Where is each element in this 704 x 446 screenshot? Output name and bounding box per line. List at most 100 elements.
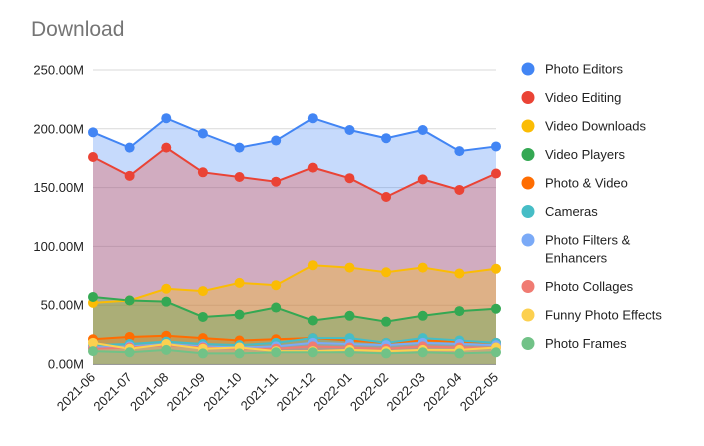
data-point-photo-editors (88, 127, 98, 138)
legend-label: Cameras (545, 204, 598, 219)
data-point-video-players (197, 311, 208, 322)
data-point-video-players (271, 302, 282, 313)
x-tick-label: 2021-11 (238, 370, 282, 414)
data-point-photo-frames (124, 347, 135, 358)
legend-item-photo-editors[interactable]: Photo Editors (521, 62, 624, 77)
x-tick-label: 2021-09 (164, 370, 208, 414)
data-point-photo-editors (197, 128, 208, 139)
x-tick-label: 2022-03 (383, 370, 427, 414)
legend-item-photo-filters-and-enhancers[interactable]: Photo Filters & Enhancers (521, 233, 631, 266)
data-point-video-players (344, 310, 355, 321)
legend-swatch (521, 148, 535, 161)
data-point-video-editing (454, 184, 465, 195)
data-point-photo-editors (344, 124, 355, 135)
legend-label: Video Downloads (545, 119, 646, 134)
data-point-video-downloads (234, 277, 245, 288)
data-point-video-editing (417, 174, 428, 185)
legend-swatch (521, 62, 535, 76)
data-point-video-editing (344, 173, 355, 184)
series-line-video-editing (92, 146, 497, 199)
data-point-photo-editors (124, 142, 135, 153)
data-point-video-editing (197, 167, 208, 178)
legend-swatch (521, 337, 535, 350)
data-point-video-players (307, 315, 318, 326)
data-point-photo-editors (234, 142, 245, 153)
data-point-video-editing (88, 152, 98, 163)
data-point-photo-editors (307, 113, 318, 124)
legend-label: Photo & Video (545, 176, 628, 191)
data-point-video-players (88, 291, 98, 302)
legend-label: Funny Photo Effects (545, 308, 662, 323)
legend-label: Photo Filters & Enhancers (545, 233, 631, 266)
data-point-photo-editors (161, 113, 172, 124)
legend-item-video-downloads[interactable]: Video Downloads (521, 119, 647, 134)
data-point-photo-frames (454, 348, 465, 359)
y-tick-label: 50.00M (41, 298, 84, 313)
x-tick-label: 2021-08 (127, 370, 171, 414)
area-photo-editors (93, 118, 496, 364)
data-point-video-downloads (344, 262, 355, 273)
legend-item-photo-and-video[interactable]: Photo & Video (521, 176, 628, 191)
data-point-photo-editors (417, 124, 428, 135)
legend-swatch (521, 280, 535, 293)
x-tick-label: 2022-01 (310, 370, 354, 414)
y-tick-label: 250.00M (33, 63, 84, 78)
data-point-video-editing (161, 142, 172, 153)
x-tick-label: 2022-02 (347, 370, 391, 414)
point-layer (88, 113, 501, 359)
data-point-video-downloads (271, 280, 282, 291)
legend-label: Video Players (545, 147, 625, 162)
legend-item-video-players[interactable]: Video Players (521, 147, 626, 162)
data-point-video-editing (307, 162, 318, 173)
data-point-photo-editors (491, 141, 501, 152)
x-tick-label: 2021-10 (200, 370, 244, 414)
data-point-video-players (491, 303, 501, 314)
legend-item-funny-photo-effects[interactable]: Funny Photo Effects (521, 308, 663, 323)
data-point-video-editing (271, 176, 282, 187)
series-line-funny-photo-effects (92, 341, 497, 353)
series-line-cameras (92, 337, 497, 347)
data-point-photo-editors (381, 133, 392, 144)
data-point-video-downloads (417, 262, 428, 273)
data-point-photo-and-video (124, 331, 135, 342)
data-point-photo-frames (491, 347, 501, 358)
legend: Photo Editors Video Editing Video Download… (521, 62, 663, 351)
legend-item-photo-frames[interactable]: Photo Frames (521, 336, 628, 351)
data-point-video-downloads (454, 268, 465, 279)
y-tick-label: 0.00M (48, 357, 84, 372)
data-point-video-editing (234, 172, 245, 183)
area-video-editing (93, 147, 496, 364)
legend-label: Photo Collages (545, 279, 634, 294)
x-tick-label: 2021-12 (274, 370, 318, 414)
x-tick-label: 2021-07 (90, 370, 134, 414)
area-layer (93, 118, 496, 364)
legend-swatch (521, 233, 535, 247)
data-point-photo-frames (197, 348, 208, 359)
series-line-photo-and-video (92, 334, 497, 344)
legend-swatch (521, 91, 535, 104)
series-line-video-downloads (92, 264, 497, 304)
data-point-photo-frames (344, 347, 355, 358)
legend-swatch (521, 119, 535, 133)
series-line-photo-frames (92, 348, 497, 355)
legend-item-photo-collages[interactable]: Photo Collages (521, 279, 634, 294)
data-point-video-players (454, 306, 465, 317)
legend-item-cameras[interactable]: Cameras (521, 204, 599, 219)
data-point-funny-photo-effects (88, 337, 98, 348)
data-point-video-downloads (197, 286, 208, 297)
data-point-video-players (124, 295, 135, 306)
data-point-video-downloads (491, 263, 501, 274)
data-point-photo-frames (417, 347, 428, 358)
data-point-photo-editors (454, 146, 465, 157)
series-line-photo-editors (92, 117, 497, 153)
legend-swatch (521, 308, 535, 322)
data-point-photo-frames (381, 348, 392, 359)
data-point-photo-frames (271, 347, 282, 358)
data-point-photo-frames (88, 346, 98, 357)
legend-label: Photo Editors (545, 62, 624, 77)
legend-label: Video Editing (545, 90, 621, 105)
legend-item-video-editing[interactable]: Video Editing (521, 90, 622, 105)
data-point-video-downloads (381, 267, 392, 278)
data-point-video-players (161, 296, 172, 307)
